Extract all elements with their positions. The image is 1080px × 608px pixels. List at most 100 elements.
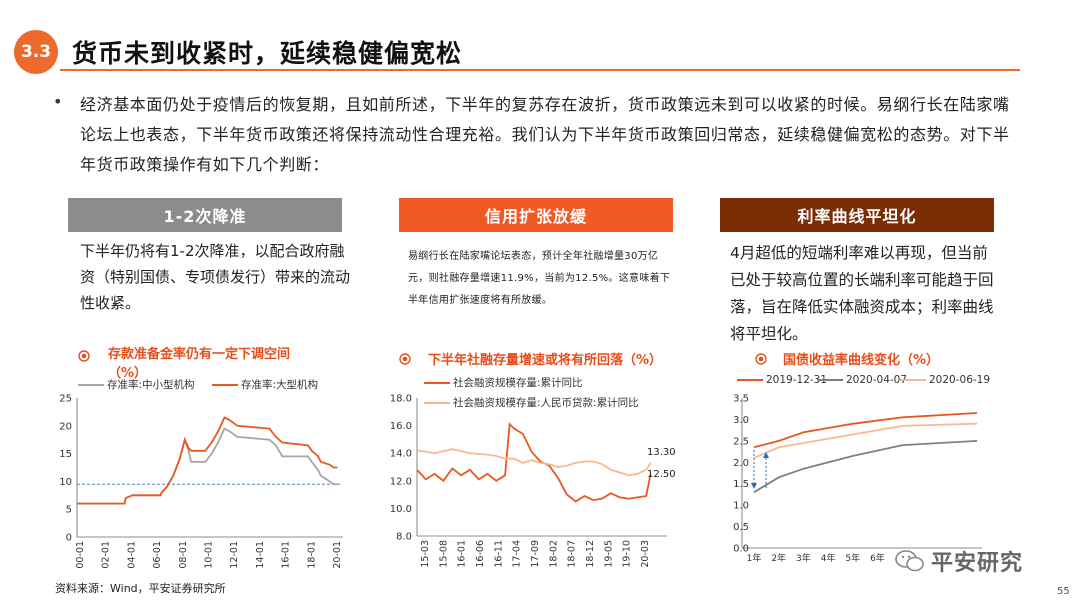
series-line-0 <box>753 412 978 449</box>
y-tick-label: 10.0 <box>390 504 412 515</box>
y-tick-label: 25 <box>59 394 72 405</box>
x-tick-label: 17-09 <box>530 540 541 568</box>
series-line-1 <box>416 448 652 477</box>
y-tick-label: 8.0 <box>396 532 412 543</box>
series-line-0 <box>77 427 338 505</box>
series-line-1 <box>753 440 978 494</box>
annotation-label-tsf: 12.50 <box>647 469 676 480</box>
y-tick-label: 14.0 <box>390 449 412 460</box>
arrows-annotation <box>751 450 769 489</box>
x-tick-label: 20-01 <box>332 541 343 569</box>
x-tick-label: 4年 <box>821 552 836 564</box>
y-tick-label: 2.5 <box>733 436 749 447</box>
intro-paragraph: 经济基本面仍处于疫情后的恢复期，且如前所述，下半年的复苏存在波折，货币政策远未到… <box>80 95 1010 174</box>
x-tick-label: 18-01 <box>306 541 317 569</box>
y-tick-label: 1.0 <box>733 501 749 512</box>
legend-swatch <box>900 379 926 381</box>
chart-3-title-icon <box>755 350 767 369</box>
annotation-label-loans: 13.30 <box>647 447 676 458</box>
column-header-yield-curve: 利率曲线平坦化 <box>720 198 994 232</box>
chart-tsf: 8.0 10.0 12.0 14.0 16.0 18.0 15-03 15-08 16-01 16… <box>390 394 676 568</box>
x-tick-label: 08-01 <box>178 541 189 569</box>
y-tick-label: 0.5 <box>733 522 749 533</box>
chart-1-legend-item-large: 存准率:大型机构 <box>212 377 318 392</box>
source-note: 资料来源：Wind，平安证券研究所 <box>55 582 226 595</box>
chart-3-legend-item-0619: 2020-06-19 <box>900 374 990 386</box>
chart-1-title-unit: （%） <box>108 366 148 381</box>
bullet-marker: • <box>53 92 63 111</box>
chart-2-title-icon <box>399 350 411 369</box>
y-tick-label: 10 <box>59 477 72 488</box>
chart-1-title: 存款准备金率仍有一定下调空间 （%） <box>108 347 291 381</box>
y-tick-label: 3.0 <box>733 415 749 426</box>
y-tick-label: 3.5 <box>733 394 749 405</box>
y-tick-label: 12.0 <box>390 476 412 487</box>
legend-label: 2019-12-31 <box>766 374 828 386</box>
x-tick-label: 3年 <box>796 552 811 564</box>
chart-3-legend-item-0407: 2020-04-07 <box>817 374 907 386</box>
page-number: 55 <box>1057 586 1070 597</box>
legend-swatch <box>212 383 238 386</box>
series-line-2 <box>753 422 978 459</box>
series-line-0 <box>416 422 652 503</box>
x-tick-label: 6年 <box>870 552 885 564</box>
legend-swatch <box>424 381 450 384</box>
chart-rrr: 0 5 10 15 20 25 00-01 02-01 04-01 06-01 08-01 10-01… <box>59 394 343 569</box>
legend-label: 存准率:大型机构 <box>241 379 319 391</box>
x-tick-label: 19-05 <box>603 540 614 568</box>
x-tick-label: 15-08 <box>438 540 449 568</box>
x-tick-label: 00-01 <box>75 541 86 569</box>
chart-1-title-icon <box>78 347 90 366</box>
section-number-badge: 3.3 <box>14 30 58 74</box>
x-tick-label: 16-06 <box>475 540 486 568</box>
x-tick-label: 5年 <box>845 552 860 564</box>
y-tick-label: 2.0 <box>733 458 749 469</box>
brand-name: 平安研究 <box>931 551 1024 576</box>
x-tick-label: 16-11 <box>493 540 504 568</box>
legend-swatch <box>817 379 843 381</box>
x-tick-label: 15-03 <box>420 540 431 568</box>
column-text-credit-expansion: 易纲行长在陆家嘴论坛表态，预计全年社融增量30万亿元，则社融存量增速11.9%，… <box>408 251 671 306</box>
y-tick-label: 20 <box>59 421 72 432</box>
legend-swatch <box>737 379 763 381</box>
chart-2-title: 下半年社融存量增速或将有所回落（%） <box>428 353 663 368</box>
chart-1-legend-item-small: 存准率:中小型机构 <box>78 377 195 392</box>
x-tick-label: 18-02 <box>548 540 559 568</box>
x-tick-label: 02-01 <box>101 541 112 569</box>
x-tick-label: 19-10 <box>622 540 633 568</box>
column-header-rrr-cut: 1-2次降准 <box>68 198 342 232</box>
x-tick-label: 16-01 <box>281 541 292 569</box>
legend-swatch <box>424 401 450 404</box>
chart-yield-curve: 0.0 0.5 1.0 1.5 2.0 2.5 3.0 3.5 1年 2年 3年 4年 5年 6年 <box>733 394 982 564</box>
title-divider <box>60 69 1020 71</box>
x-tick-label: 06-01 <box>152 541 163 569</box>
page-title: 货币未到收紧时，延续稳健偏宽松 <box>72 39 463 68</box>
x-tick-label: 20-03 <box>640 540 651 568</box>
legend-label: 2020-04-07 <box>846 374 908 386</box>
y-tick-label: 15 <box>59 449 72 460</box>
legend-label: 存准率:中小型机构 <box>107 379 195 391</box>
column-header-credit-expansion: 信用扩张放缓 <box>399 198 673 232</box>
x-tick-label: 14-01 <box>255 541 266 569</box>
x-tick-label: 12-01 <box>229 541 240 569</box>
x-tick-label: 2年 <box>771 552 786 564</box>
chart-3-legend-item-2019: 2019-12-31 <box>737 374 827 386</box>
legend-label: 社会融资规模存量:累计同比 <box>453 377 583 389</box>
series-line-1 <box>77 416 338 505</box>
x-tick-label: 10-01 <box>204 541 215 569</box>
legend-label: 2020-06-19 <box>929 374 991 386</box>
y-tick-label: 16.0 <box>390 421 412 432</box>
column-text-rrr-cut: 下半年仍将有1-2次降准，以配合政府融资（特别国债、专项债发行）带来的流动性收紧… <box>80 242 351 312</box>
x-tick-label: 16-01 <box>457 540 468 568</box>
x-tick-label: 18-07 <box>567 540 578 568</box>
y-tick-label: 0.0 <box>733 544 749 555</box>
brand-watermark: 平安研究 <box>895 545 1023 577</box>
y-tick-label: 0 <box>66 533 72 544</box>
chart-2-legend-item-loans: 社会融资规模存量:人民币贷款:累计同比 <box>424 395 639 410</box>
legend-label: 社会融资规模存量:人民币贷款:累计同比 <box>453 397 639 409</box>
y-tick-label: 1.5 <box>733 479 749 490</box>
chart-2-legend-item-tsf: 社会融资规模存量:累计同比 <box>424 375 583 390</box>
y-tick-label: 5 <box>66 505 72 516</box>
x-tick-label: 04-01 <box>126 541 137 569</box>
x-tick-label: 18-12 <box>585 540 596 568</box>
